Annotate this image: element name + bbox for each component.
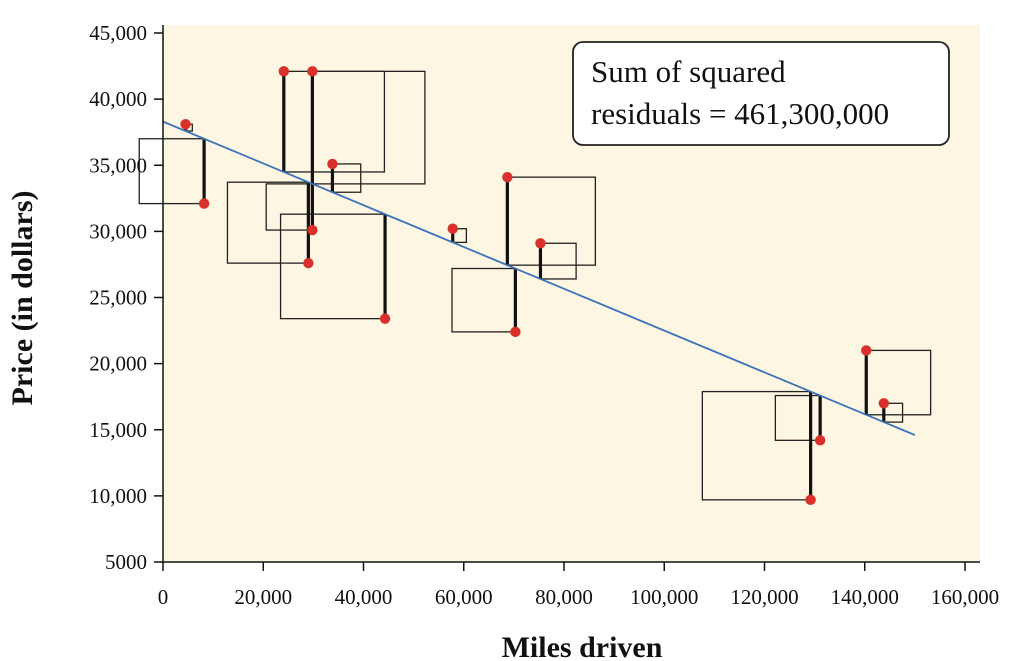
x-tick-label: 40,000	[335, 585, 393, 609]
x-axis-ticks: 0 20,000 40,000 60,000 80,000 100,000 120,000 1…	[158, 562, 999, 609]
data-point	[805, 494, 816, 506]
data-point	[180, 119, 191, 130]
x-tick-label: 80,000	[535, 585, 593, 609]
y-tick-label: 5000	[105, 550, 147, 574]
axes: 0 20,000 40,000 60,000 80,000 100,000 120,000 1…	[89, 21, 999, 609]
y-tick-label: 45,000	[89, 21, 147, 45]
data-point	[278, 66, 290, 77]
x-axis-title: Miles driven	[502, 631, 663, 661]
data-point	[198, 198, 210, 209]
y-tick-label: 40,000	[89, 87, 147, 111]
y-tick-label: 10,000	[89, 484, 147, 508]
data-point	[878, 398, 889, 409]
data-point	[379, 313, 391, 324]
data-point	[502, 171, 513, 183]
data-point	[303, 257, 314, 269]
data-point	[535, 238, 546, 249]
y-tick-label: 30,000	[89, 219, 147, 243]
y-tick-label: 25,000	[89, 286, 147, 310]
data-point	[510, 326, 521, 338]
data-points	[180, 66, 889, 506]
y-axis-title: Price (in dollars)	[6, 191, 39, 406]
x-tick-label: 140,000	[831, 585, 899, 609]
x-tick-label: 0	[158, 585, 169, 609]
x-tick-label: 60,000	[435, 585, 493, 609]
y-tick-label: 20,000	[89, 352, 147, 376]
data-point	[307, 224, 318, 236]
x-tick-label: 160,000	[931, 585, 999, 609]
x-tick-label: 20,000	[234, 585, 292, 609]
data-point	[327, 158, 338, 170]
regression-line	[162, 120, 916, 436]
x-tick-label: 100,000	[630, 585, 698, 609]
data-point	[814, 435, 826, 446]
y-axis-ticks: 5000 10,000 15,000 20,000 25,000 30,000 35,000…	[89, 21, 163, 574]
y-tick-label: 35,000	[89, 153, 147, 177]
data-point	[307, 66, 318, 77]
data-point	[447, 223, 458, 234]
annotation-box: Sum of squared residuals = 461,300,000	[572, 41, 950, 146]
y-tick-label: 15,000	[89, 418, 147, 442]
data-point	[861, 345, 872, 356]
annotation-line-2: residuals = 461,300,000	[591, 96, 889, 131]
annotation-line-1: Sum of squared	[591, 54, 786, 89]
x-tick-label: 120,000	[730, 585, 798, 609]
